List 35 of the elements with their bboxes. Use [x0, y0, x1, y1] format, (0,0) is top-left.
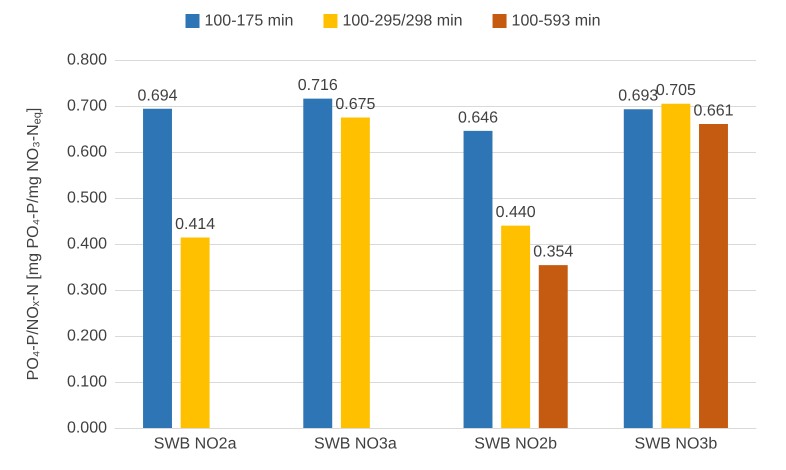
- legend-label: 100-175 min: [204, 12, 294, 30]
- bar: [340, 118, 370, 428]
- y-tick-label: 0.700: [66, 98, 108, 114]
- y-tick-label: 0.400: [66, 236, 108, 252]
- data-label: 0.716: [298, 77, 338, 94]
- legend-label: 100-295/298 min: [342, 12, 463, 30]
- data-label: 0.694: [137, 87, 178, 104]
- x-tick-label: SWB NO3b: [634, 436, 718, 452]
- y-tick-label: 0.800: [66, 52, 108, 68]
- y-tick-label: 0.200: [66, 328, 108, 344]
- legend-label: 100-593 min: [512, 12, 600, 30]
- bar: [661, 104, 690, 428]
- x-tick-label: SWB NO3a: [314, 436, 397, 452]
- data-label: 0.646: [458, 109, 498, 126]
- y-tick-label: 0.300: [66, 282, 108, 298]
- y-axis-title: PO₄-P/NOₓ-N [mg PO₄-P/mg NO₃-Neq]: [25, 108, 44, 380]
- bar: [699, 124, 728, 428]
- data-label: 0.675: [335, 96, 376, 113]
- y-tick-label: 0.000: [66, 420, 108, 436]
- bar: [624, 109, 653, 428]
- bar: [464, 130, 492, 428]
- bar: [180, 238, 210, 428]
- x-tick-label: SWB NO2a: [154, 436, 237, 452]
- bar: [143, 108, 172, 428]
- data-label: 0.414: [175, 216, 216, 234]
- x-tick-label: SWB NO2b: [474, 436, 558, 452]
- y-tick-label: 0.600: [66, 144, 108, 160]
- y-tick-label: 0.100: [66, 374, 108, 390]
- data-label: 0.661: [693, 102, 734, 120]
- bar: [538, 265, 568, 428]
- bar: [501, 226, 530, 428]
- data-label: 0.440: [496, 204, 536, 222]
- y-tick-label: 0.500: [66, 190, 108, 206]
- data-label: 0.354: [533, 244, 574, 261]
- bar: [303, 98, 332, 428]
